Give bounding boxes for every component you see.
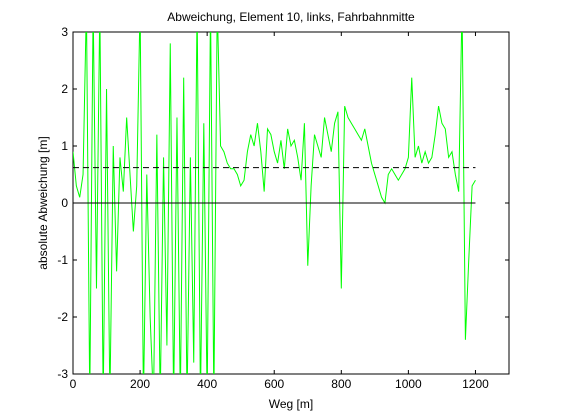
- x-tick-label: 600: [264, 377, 284, 391]
- y-tick-label: 0: [61, 196, 68, 210]
- x-tick-label: 400: [197, 377, 217, 391]
- x-tick-label: 1200: [462, 377, 489, 391]
- chart-title: Abweichung, Element 10, links, Fahrbahnm…: [167, 10, 415, 24]
- y-axis-label: absolute Abweichung [m]: [36, 136, 50, 269]
- y-tick-label: 1: [61, 139, 68, 153]
- y-tick-label: -2: [57, 310, 68, 324]
- x-tick-label: 200: [130, 377, 150, 391]
- x-axis-label: Weg [m]: [269, 397, 313, 411]
- y-tick-label: -3: [57, 367, 68, 381]
- x-tick-label: 0: [70, 377, 77, 391]
- y-tick-label: 3: [61, 25, 68, 39]
- series-line: [73, 32, 476, 374]
- x-tick-label: 800: [331, 377, 351, 391]
- x-tick-label: 1000: [395, 377, 422, 391]
- y-tick-label: -1: [57, 253, 68, 267]
- y-tick-label: 2: [61, 82, 68, 96]
